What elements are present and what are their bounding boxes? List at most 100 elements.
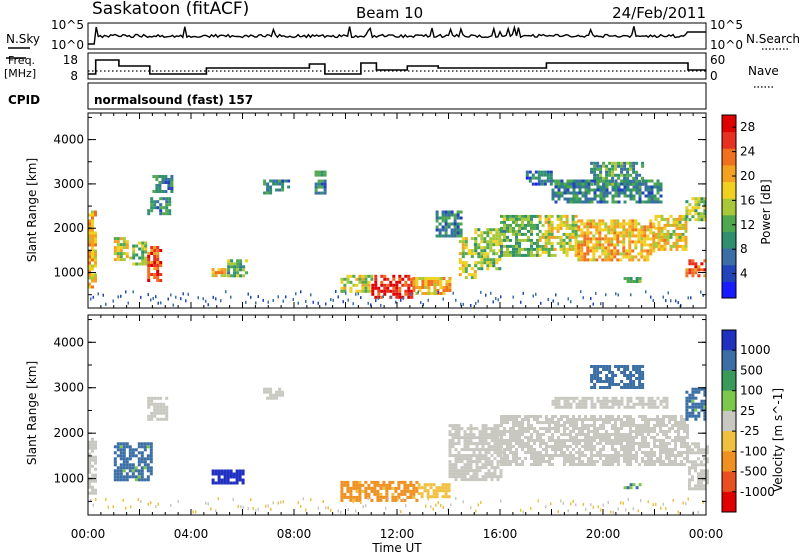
scatter-cell <box>484 433 488 437</box>
scatter-cell <box>541 250 545 254</box>
scatter-cell <box>572 430 575 433</box>
ground-speckle <box>252 506 254 510</box>
scatter-cell <box>602 439 605 442</box>
scatter-cell <box>686 454 689 457</box>
scatter-cell <box>480 252 484 256</box>
scatter-cell <box>608 399 612 403</box>
scatter-cell <box>527 421 530 424</box>
scatter-cell <box>614 173 618 177</box>
scatter-cell <box>557 439 560 442</box>
scatter-cell <box>500 418 503 421</box>
scatter-cell <box>590 442 593 445</box>
scatter-cell <box>415 286 419 289</box>
scatter-cell <box>560 442 563 445</box>
ground-speckle <box>437 291 439 295</box>
velocity-colorbar-swatch <box>722 410 736 432</box>
scatter-cell <box>481 466 485 470</box>
scatter-cell <box>448 445 452 449</box>
scatter-cell <box>448 280 452 283</box>
scatter-cell <box>486 246 490 250</box>
scatter-cell <box>140 451 144 455</box>
scatter-cell <box>697 265 701 269</box>
scatter-cell <box>343 492 347 496</box>
scatter-cell <box>469 448 473 452</box>
scatter-cell <box>503 238 506 242</box>
scatter-cell <box>593 386 597 389</box>
scatter-cell <box>451 424 455 428</box>
scatter-cell <box>550 223 554 227</box>
scatter-cell <box>474 246 478 250</box>
scatter-cell <box>694 451 697 455</box>
ground-speckle <box>105 498 107 501</box>
nave-tick-top: 60 <box>710 53 725 67</box>
scatter-cell <box>506 250 509 254</box>
scatter-cell <box>373 480 377 484</box>
scatter-cell <box>238 475 242 479</box>
scatter-cell <box>539 427 542 430</box>
scatter-cell <box>614 161 618 165</box>
scatter-cell <box>91 443 94 447</box>
scatter-cell <box>480 240 484 244</box>
scatter-cell <box>456 216 460 220</box>
scatter-cell <box>266 396 270 400</box>
scatter-cell <box>632 164 636 168</box>
scatter-cell <box>599 415 602 418</box>
scatter-cell <box>574 223 578 227</box>
scatter-cell <box>489 246 493 250</box>
scatter-cell <box>700 262 704 266</box>
scatter-cell <box>578 433 581 436</box>
scatter-cell <box>165 197 169 201</box>
scatter-cell <box>415 292 419 295</box>
scatter-cell <box>272 182 276 186</box>
scatter-cell <box>435 234 439 238</box>
scatter-cell <box>424 277 428 280</box>
scatter-cell <box>439 280 443 283</box>
ground-speckle <box>282 500 284 504</box>
scatter-cell <box>486 231 490 235</box>
scatter-cell <box>641 402 645 406</box>
scatter-cell <box>545 445 548 448</box>
scatter-cell <box>361 286 365 290</box>
ground-speckle <box>627 497 629 501</box>
scatter-cell <box>623 176 627 180</box>
scatter-cell <box>131 463 135 467</box>
scatter-cell <box>119 457 123 461</box>
scatter-cell <box>587 200 591 204</box>
scatter-cell <box>147 267 151 270</box>
scatter-cell <box>143 445 147 449</box>
scatter-cell <box>374 295 378 299</box>
scatter-cell <box>547 247 551 251</box>
scatter-cell <box>518 232 521 236</box>
scatter-cell <box>352 486 356 490</box>
scatter-cell <box>518 439 521 442</box>
scatter-cell <box>610 243 614 247</box>
scatter-cell <box>493 430 497 434</box>
scatter-cell <box>641 374 645 377</box>
scatter-cell <box>165 414 169 418</box>
scatter-cell <box>539 463 542 466</box>
scatter-cell <box>220 469 224 473</box>
ground-speckle <box>337 509 339 513</box>
scatter-cell <box>533 442 536 445</box>
scatter-cell <box>156 408 160 412</box>
scatter-cell <box>539 415 542 418</box>
scatter-cell <box>650 188 654 192</box>
scatter-cell <box>91 458 94 462</box>
scatter-cell <box>623 374 627 377</box>
scatter-cell <box>629 457 632 460</box>
scatter-cell <box>544 247 548 251</box>
scatter-cell <box>551 439 554 442</box>
scatter-cell <box>439 283 443 286</box>
scatter-cell <box>674 448 677 451</box>
scatter-cell <box>577 240 581 244</box>
power-colorbar-label-tick: 20 <box>740 169 755 183</box>
scatter-cell <box>599 191 603 195</box>
scatter-cell <box>156 279 160 282</box>
scatter-cell <box>703 463 706 467</box>
scatter-cell <box>495 234 499 238</box>
scatter-cell <box>542 439 545 442</box>
scatter-cell <box>551 399 555 403</box>
scatter-cell <box>227 274 231 278</box>
scatter-cell <box>653 405 657 409</box>
scatter-cell <box>545 421 548 424</box>
